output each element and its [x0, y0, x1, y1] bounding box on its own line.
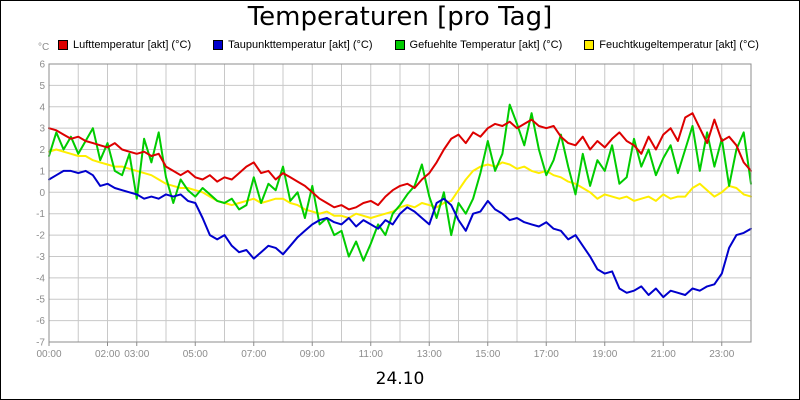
- x-axis-date-label: 24.10: [375, 369, 425, 389]
- legend-label-feuchtkugeltemperatur: Feuchtkugeltemperatur [akt] (°C): [599, 39, 759, 51]
- legend-label-taupunkttemperatur: Taupunkttemperatur [akt] (°C): [228, 39, 373, 51]
- y-tick-label: 3: [39, 124, 45, 135]
- x-tick-label: 23:00: [709, 349, 734, 360]
- legend-label-lufttemperatur: Lufttemperatur [akt] (°C): [73, 39, 192, 51]
- y-tick-label: -5: [36, 295, 45, 306]
- y-axis-unit: °C: [38, 42, 50, 53]
- y-tick-label: -2: [36, 231, 45, 242]
- x-tick-label: 07:00: [241, 349, 266, 360]
- series-line-lufttemperatur: [48, 112, 752, 211]
- legend-swatch-feuchtkugeltemperatur: [584, 40, 595, 50]
- x-tick-label: 05:00: [183, 349, 208, 360]
- x-tick-label: 09:00: [300, 349, 325, 360]
- legend-swatch-lufttemperatur: [58, 40, 68, 50]
- series-line-feuchtkugeltemperatur: [48, 148, 752, 219]
- series-line-gefuehlte-temperatur: [48, 103, 752, 262]
- legend-swatch-gefuehlte-temperatur: [394, 40, 405, 50]
- x-tick-label: 15:00: [475, 349, 500, 360]
- y-tick-label: -3: [36, 252, 45, 263]
- x-tick-label: 03:00: [124, 349, 149, 360]
- y-tick-label: -1: [36, 209, 45, 220]
- legend-item-feuchtkugeltemperatur: Feuchtkugeltemperatur [akt] (°C): [584, 39, 759, 51]
- y-tick-label: 6: [39, 60, 45, 71]
- x-tick-label: 21:00: [651, 349, 676, 360]
- x-tick-label: 17:00: [534, 349, 559, 360]
- y-tick-label: 5: [39, 81, 45, 92]
- legend-item-lufttemperatur: Lufttemperatur [akt] (°C): [58, 39, 191, 51]
- x-tick-label: 11:00: [359, 349, 384, 360]
- legend-item-gefuehlte-temperatur: Gefuehlte Temperatur [akt] (°C): [394, 39, 563, 51]
- chart-title: Temperaturen [pro Tag]: [247, 2, 553, 32]
- y-tick-label: -4: [36, 273, 45, 284]
- y-tick-label: 1: [39, 166, 45, 177]
- series-line-taupunkttemperatur: [48, 169, 752, 299]
- y-tick-label: -6: [36, 316, 45, 327]
- x-tick-label: 19:00: [592, 349, 617, 360]
- y-tick-label: 0: [39, 188, 45, 199]
- legend-label-gefuehlte-temperatur: Gefuehlte Temperatur [akt] (°C): [409, 39, 563, 51]
- x-tick-label: 02:00: [95, 349, 120, 360]
- x-tick-label: 00:00: [36, 349, 61, 360]
- y-tick-label: 4: [39, 102, 45, 113]
- legend: Lufttemperatur [akt] (°C) Taupunkttemper…: [58, 38, 781, 52]
- legend-swatch-taupunkttemperatur: [213, 40, 224, 50]
- y-tick-label: 2: [39, 145, 45, 156]
- plot-border: [48, 63, 752, 343]
- x-tick-label: 13:00: [417, 349, 442, 360]
- legend-item-taupunkttemperatur: Taupunkttemperatur [akt] (°C): [213, 39, 373, 51]
- y-tick-label: -7: [36, 338, 45, 349]
